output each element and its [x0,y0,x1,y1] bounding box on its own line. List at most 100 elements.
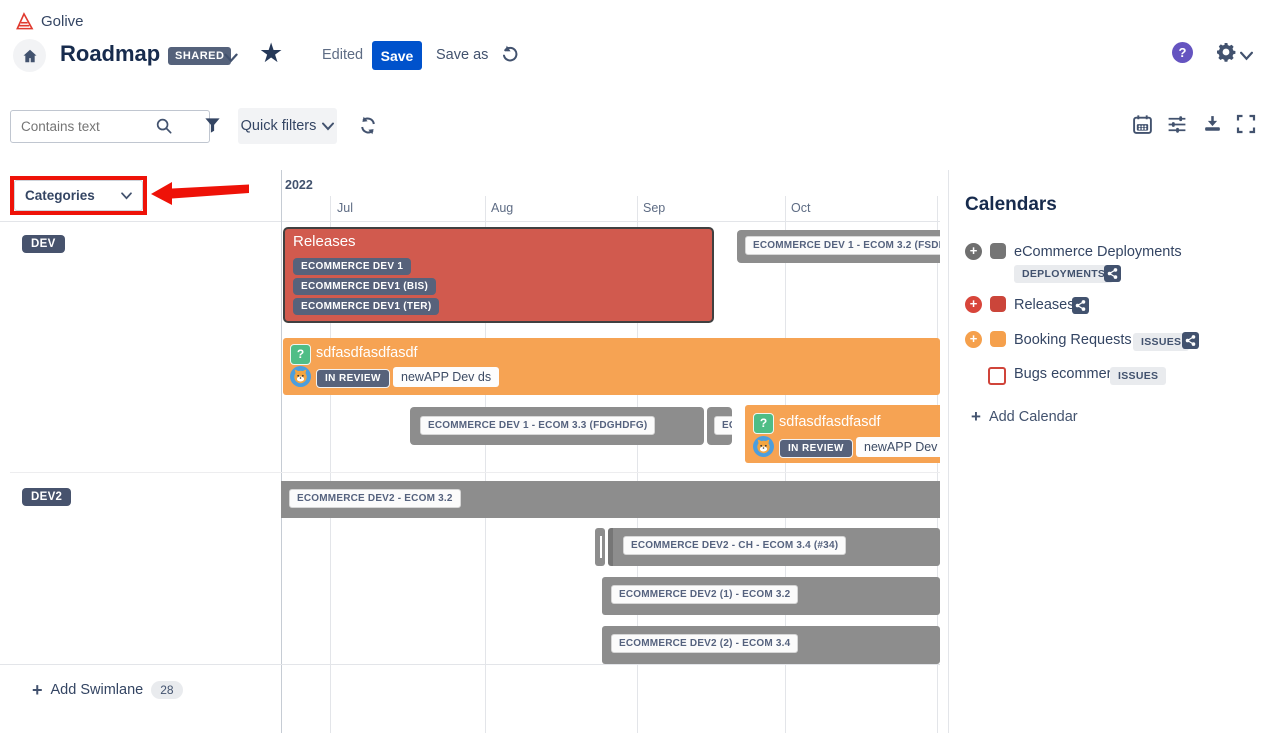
calendar-color-swatch[interactable] [990,243,1006,259]
calendar-item-releases[interactable]: Releases [1014,297,1075,313]
assignee-avatar [753,436,774,462]
question-mark-icon: ? [1178,45,1187,60]
swimlane-count-badge: 28 [151,681,183,699]
search-icon [155,117,174,141]
calendars-heading: Calendars [965,194,1057,215]
timeline-left-gridline [281,170,282,733]
release-version-chip[interactable]: ECOMMERCE DEV1 (BIS) [293,278,437,295]
question-type-icon: ? [753,413,774,434]
settings-gear-icon[interactable] [1216,42,1236,67]
version-bar-label: ECOMMERCE DEV 1 - ECOM 3.3 (FDGHDFG) [420,416,656,435]
add-event-plus-icon[interactable]: + [965,296,982,313]
swimlane-label-dev2[interactable]: DEV2 [22,487,72,506]
app-logo-text: Golive [41,12,84,30]
golive-logo-icon [13,11,34,31]
save-button[interactable]: Save [372,41,422,70]
plus-icon: + [32,680,43,700]
release-version-chip[interactable]: ECOMMERCE DEV 1 [293,258,412,275]
version-bar-dev2-ecom32[interactable]: ECOMMERCE DEV2 - ECOM 3.2 [281,481,940,518]
swimlane-grouping-select[interactable]: Categories [14,180,143,211]
version-bar-fragment[interactable] [595,528,605,566]
gridline-nov [937,196,938,733]
display-options-sliders-icon[interactable] [1166,114,1188,140]
share-icon[interactable] [1072,297,1089,319]
settings-chevron-down-icon[interactable] [1240,48,1253,66]
quick-filters-button[interactable]: Quick filters [238,108,337,144]
calendar-type-badge: ISSUES [1133,333,1190,351]
version-bar-dev1-ecom32[interactable]: ECOMMERCE DEV 1 - ECOM 3.2 (FSDFSDFS [737,230,940,263]
gridline-oct [785,196,786,733]
month-label-jul: Jul [337,201,353,215]
gridline-jul [330,196,331,733]
calendar-view-icon[interactable] [1132,114,1153,140]
version-bar-clipped[interactable]: EC [707,407,732,445]
app-logo[interactable]: Golive [13,10,133,32]
annotation-arrow-icon [151,179,251,213]
share-icon[interactable] [1182,332,1199,354]
filter-funnel-icon[interactable] [203,116,222,140]
version-bar-dev1-ecom33[interactable]: ECOMMERCE DEV 1 - ECOM 3.3 (FDGHDFG) [410,407,704,445]
version-bar-dev2-ch[interactable]: ECOMMERCE DEV2 - CH - ECOM 3.4 (#34) [608,528,940,566]
help-button[interactable]: ? [1172,42,1193,63]
quick-filters-chevron-down-icon [322,122,335,131]
request-title: sdfasdfasdfasdf [779,414,881,430]
share-icon[interactable] [1104,265,1121,287]
version-bar-label: ECOMMERCE DEV2 (2) - ECOM 3.4 [611,634,799,653]
status-badge: IN REVIEW [779,439,853,458]
fullscreen-icon[interactable] [1236,114,1256,139]
calendar-color-swatch[interactable] [990,331,1006,347]
favorite-star-icon[interactable]: ★ [259,38,284,68]
version-bar-label: ECOMMERCE DEV2 (1) - ECOM 3.2 [611,585,799,604]
month-label-oct: Oct [791,201,811,215]
gridline-aug [485,196,486,733]
title-chevron-down-icon[interactable] [224,50,238,68]
version-bar-label: ECOMMERCE DEV 1 - ECOM 3.2 (FSDFSDFS [745,236,940,255]
gridline-sep [637,196,638,733]
calendar-color-swatch[interactable] [990,296,1006,312]
swimlane-label-dev[interactable]: DEV [22,234,65,253]
add-calendar-label: Add Calendar [988,408,1078,425]
home-button[interactable] [13,39,46,72]
shared-badge: SHARED [168,47,232,65]
quick-filters-label: Quick filters [240,118,317,134]
search-input[interactable] [10,110,210,143]
calendar-type-badge: DEPLOYMENTS [1014,265,1114,283]
release-version-chip[interactable]: ECOMMERCE DEV1 (TER) [293,298,440,315]
save-as-button[interactable]: Save as [436,47,489,63]
calendar-item-deployments[interactable]: eCommerce Deployments [1014,244,1182,260]
download-icon[interactable] [1202,114,1223,140]
version-bar-dev2-1[interactable]: ECOMMERCE DEV2 (1) - ECOM 3.2 [602,577,940,615]
swimlane-divider [10,472,940,473]
timeline-year-label: 2022 [285,178,313,192]
undo-icon[interactable] [500,43,520,70]
categories-chevron-down-icon [121,191,132,200]
calendar-item-booking-requests[interactable]: Booking Requests [1014,332,1132,348]
add-swimlane-label: Add Swimlane [50,682,144,698]
request-bar-2[interactable]: ? sdfasdfasdfasdf IN REVIEW newAPP Dev .… [745,405,940,463]
panel-divider [948,170,949,733]
add-event-plus-icon[interactable]: + [965,331,982,348]
assignee-avatar [290,366,311,392]
swimlane-end-divider [0,664,940,665]
page-title: Roadmap [60,41,161,66]
plus-icon: + [971,407,981,426]
event-bar-releases[interactable]: Releases ECOMMERCE DEV 1 ECOMMERCE DEV1 … [283,227,714,323]
request-title: sdfasdfasdfasdf [316,345,418,361]
status-badge: IN REVIEW [316,369,390,388]
request-bar-1[interactable]: ? sdfasdfasdfasdf IN REVIEW newAPP Dev d… [283,338,940,395]
add-event-plus-icon[interactable]: + [965,243,982,260]
version-bar-dev2-2[interactable]: ECOMMERCE DEV2 (2) - ECOM 3.4 [602,626,940,664]
calendar-item-bugs-ecommerce[interactable]: Bugs ecommerce [1014,366,1127,382]
request-note-badge: newAPP Dev ds [393,367,500,387]
add-swimlane-button[interactable]: + Add Swimlane 28 [32,681,183,699]
request-note-badge: newAPP Dev ..., n [856,437,940,457]
version-bar-label: EC [714,416,732,435]
timeline-header-divider [0,221,940,222]
calendar-checkbox[interactable] [988,367,1006,385]
month-label-aug: Aug [491,201,514,215]
timeline-canvas: Releases ECOMMERCE DEV 1 ECOMMERCE DEV1 … [281,170,940,733]
calendar-type-badge: ISSUES [1110,367,1167,385]
refresh-icon[interactable] [358,115,378,141]
add-calendar-button[interactable]: + Add Calendar [971,408,1078,425]
